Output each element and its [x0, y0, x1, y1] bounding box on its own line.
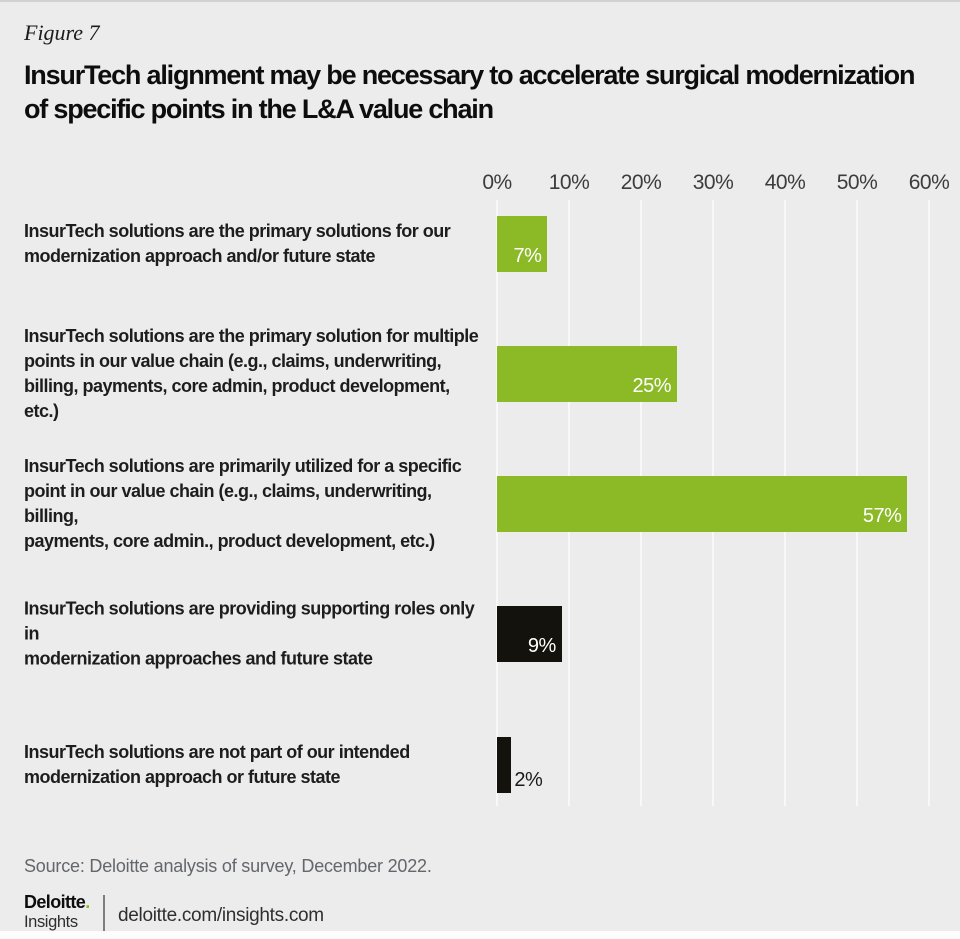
bar-value-label: 7%	[513, 245, 542, 267]
bar: 57%	[497, 476, 908, 532]
x-axis-tick-label: 20%	[620, 171, 662, 194]
bar: 7%	[497, 216, 548, 272]
bar: 9%	[497, 606, 562, 662]
deloitte-insights-logo: Deloitte. Insights	[24, 893, 90, 931]
bar: 25%	[497, 346, 677, 402]
bottom-margin-strip	[0, 931, 960, 939]
bar-value-label: 57%	[862, 505, 902, 527]
x-axis-tick-label: 30%	[692, 171, 734, 194]
bar: 2%	[497, 737, 543, 793]
x-axis-tick-label: 60%	[908, 171, 950, 194]
category-label: InsurTech solutions are primarily utiliz…	[24, 456, 462, 551]
footer-url: deloitte.com/insights.com	[118, 905, 324, 926]
gridline	[928, 200, 930, 806]
category-label: InsurTech solutions are not part of our …	[24, 742, 410, 787]
x-axis-tick-label: 0%	[482, 171, 512, 194]
category-label: InsurTech solutions are providing suppor…	[24, 598, 475, 669]
source-note: Source: Deloitte analysis of survey, Dec…	[24, 856, 432, 876]
figure-number: Figure 7	[24, 20, 100, 45]
x-axis-tick-label: 40%	[764, 171, 806, 194]
logo-green-dot: .	[85, 892, 90, 912]
category-label: InsurTech solutions are the primary solu…	[24, 326, 479, 421]
chart-title: InsurTech alignment may be necessary to …	[24, 60, 915, 124]
bar-value-label: 2%	[514, 769, 543, 791]
logo-sub-text: Insights	[24, 913, 78, 931]
bar-value-label: 9%	[527, 635, 556, 657]
footer-divider	[103, 895, 105, 932]
x-axis-tick-label: 10%	[548, 171, 590, 194]
x-axis-tick-label: 50%	[836, 171, 878, 194]
bar-value-label: 25%	[632, 375, 671, 397]
logo-brand-text: Deloitte.	[24, 892, 90, 912]
category-label: InsurTech solutions are the primary solu…	[24, 221, 451, 266]
